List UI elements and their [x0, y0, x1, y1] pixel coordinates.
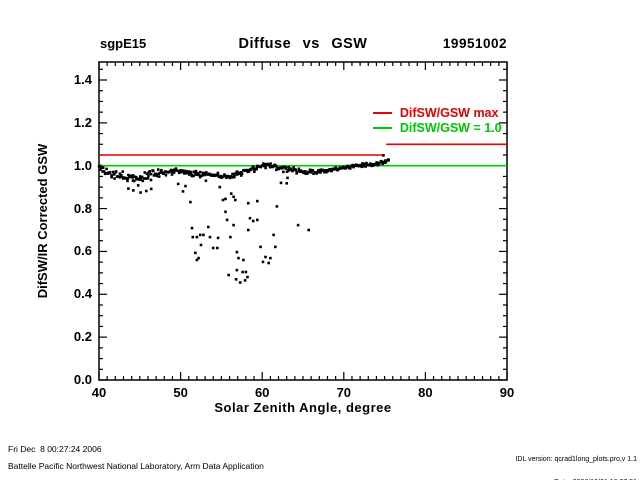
site-label: sgpE15: [100, 36, 147, 51]
x-tick-label: 80: [418, 385, 433, 400]
x-tick-label: 90: [499, 385, 515, 400]
y-tick-label: 1.4: [73, 71, 92, 87]
y-tick-label: 0.2: [73, 329, 92, 345]
x-axis-title: Solar Zenith Angle, degree: [214, 400, 392, 415]
x-tick-label: 40: [91, 385, 107, 400]
footer-timestamp: Fri Dec 8 00:27:24 2006: [8, 444, 102, 454]
idl-version-line: IDL version: qcrad1long_plots.pro,v 1.1: [515, 456, 637, 464]
footer-provenance: IDL version: qcrad1long_plots.pro,v 1.1 …: [470, 441, 637, 480]
y-tick-label: 1.2: [73, 114, 92, 130]
red-line-swatch-icon: [372, 112, 392, 114]
x-tick-label: 70: [336, 385, 352, 400]
x-tick-label: 50: [173, 385, 188, 400]
y-axis-title: DifSW/IR Corrected GSW: [35, 143, 50, 299]
x-tick-label: 60: [254, 385, 270, 400]
green-line-swatch-icon: [372, 127, 392, 129]
legend-entry-max: DifSW/GSW max: [352, 92, 502, 120]
idl-date-line: Date: 2006/12/01 16:37:51: [470, 479, 637, 480]
y-tick-label: 0.0: [73, 372, 92, 387]
y-tick-label: 0.4: [73, 286, 92, 302]
footer-organization: Battelle Pacific Northwest National Labo…: [8, 461, 264, 471]
date-label: 19951002: [442, 36, 507, 51]
legend: DifSW/GSW max DifSW/GSW = 1.0: [352, 92, 502, 135]
page-title: Diffuse vs GSW: [238, 36, 368, 52]
y-tick-label: 0.8: [73, 200, 92, 216]
legend-label-max: DifSW/GSW max: [399, 106, 499, 120]
legend-entry-unity: DifSW/GSW = 1.0: [352, 107, 502, 135]
legend-label-unity: DifSW/GSW = 1.0: [399, 121, 502, 135]
y-tick-label: 1.0: [73, 157, 92, 173]
y-tick-label: 0.6: [73, 243, 92, 259]
